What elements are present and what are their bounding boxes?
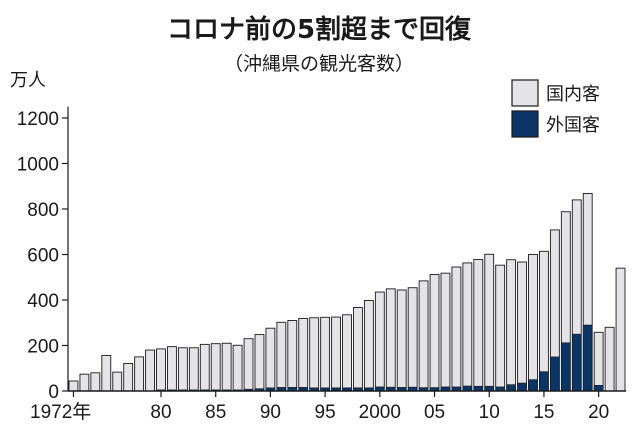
bar-domestic-2021 <box>604 326 615 392</box>
bar-foreign-2020 <box>593 385 604 392</box>
bar-domestic-2015 <box>539 250 549 392</box>
x-tick-label-1995: 95 <box>315 402 336 423</box>
bar-domestic-1975 <box>101 355 112 392</box>
bar-domestic-1998 <box>353 307 363 392</box>
x-tick-label-1990: 90 <box>260 402 281 423</box>
y-tick-label-1000: 1000 <box>17 155 59 176</box>
bar-foreign-2008 <box>462 385 473 392</box>
bar-domestic-2022 <box>615 267 626 392</box>
legend-swatch-domestic <box>511 79 539 107</box>
bar-domestic-1987 <box>232 344 243 392</box>
bar-domestic-1986 <box>221 342 232 392</box>
bar-domestic-1976 <box>112 371 123 392</box>
bar-domestic-1999 <box>363 300 374 392</box>
bar-domestic-1982 <box>177 347 188 392</box>
bar-domestic-2002 <box>396 289 407 392</box>
legend-swatch-foreign <box>511 110 539 138</box>
y-tick-label-800: 800 <box>27 200 59 221</box>
bar-foreign-2019 <box>582 324 593 392</box>
bar-domestic-1983 <box>188 347 199 392</box>
bar-domestic-1988 <box>243 338 254 392</box>
bar-domestic-2003 <box>407 287 418 392</box>
bar-domestic-1996 <box>331 316 341 392</box>
bar-domestic-2006 <box>440 272 451 392</box>
y-tick-label-200: 200 <box>27 337 59 358</box>
bar-domestic-2007 <box>451 266 462 392</box>
bar-domestic-2020 <box>593 331 604 392</box>
bar-domestic-2000 <box>374 291 385 392</box>
bar-domestic-1981 <box>167 346 177 392</box>
x-tick-label-2010: 10 <box>479 402 500 423</box>
legend-label-foreign: 外国客 <box>546 115 600 136</box>
x-tick-label-2000: 2000 <box>359 402 401 423</box>
bar-domestic-1995 <box>320 316 331 392</box>
bar-domestic-1994 <box>309 317 320 392</box>
legend-label-domestic: 国内客 <box>546 84 600 105</box>
y-tick-label-400: 400 <box>27 291 59 312</box>
bar-domestic-1989 <box>254 334 265 392</box>
bar-domestic-1991 <box>276 321 287 392</box>
bar-foreign-2010 <box>484 385 495 392</box>
bars <box>68 193 626 392</box>
bar-domestic-1974 <box>90 372 101 392</box>
bar-foreign-2013 <box>517 382 527 392</box>
x-tick-label-first: 1972年 <box>30 401 91 423</box>
bar-domestic-1973 <box>79 373 90 392</box>
bar-domestic-2010 <box>484 253 495 392</box>
bar-domestic-1980 <box>156 348 166 392</box>
bar-domestic-2011 <box>495 264 506 392</box>
bar-domestic-1997 <box>342 314 352 392</box>
bar-foreign-2015 <box>539 371 549 392</box>
x-tick-label-2005: 05 <box>424 402 445 423</box>
y-axis-unit-label: 万人 <box>10 70 46 91</box>
y-tick-label-0: 0 <box>48 382 59 403</box>
x-tick-label-2020: 20 <box>588 402 609 423</box>
bar-domestic-1977 <box>123 363 134 392</box>
y-axis: 0 200 400 600 800 1000 1200 <box>17 106 69 403</box>
bar-foreign-2016 <box>550 356 560 392</box>
bar-domestic-2014 <box>528 254 538 392</box>
bar-domestic-2001 <box>385 288 396 392</box>
x-axis: 1972年 80 85 90 95 2000 05 10 15 20 <box>30 390 626 423</box>
bar-domestic-1993 <box>298 317 309 392</box>
bar-domestic-2005 <box>429 274 440 392</box>
bar-foreign-2018 <box>571 333 582 392</box>
bar-domestic-1972 <box>68 380 79 392</box>
y-tick-label-600: 600 <box>27 246 59 267</box>
bar-foreign-2009 <box>473 385 484 392</box>
chart-title: コロナ前の5割超まで回復 <box>167 14 472 45</box>
bar-domestic-1979 <box>145 349 155 392</box>
bar-domestic-1984 <box>199 343 210 392</box>
bar-domestic-1978 <box>134 356 145 392</box>
x-tick-label-2015: 15 <box>533 402 554 423</box>
bar-domestic-2009 <box>473 259 484 392</box>
x-tick-label-1980: 80 <box>150 402 171 423</box>
bar-domestic-2012 <box>506 259 517 392</box>
bar-domestic-2004 <box>418 280 429 392</box>
y-tick-label-1200: 1200 <box>17 109 59 130</box>
bar-foreign-2014 <box>528 379 538 392</box>
bar-foreign-2017 <box>561 342 571 392</box>
legend: 国内客 外国客 <box>511 79 600 138</box>
bar-foreign-2012 <box>506 384 516 392</box>
x-tick-label-1985: 85 <box>205 402 226 423</box>
bar-domestic-1992 <box>287 320 298 392</box>
bar-domestic-2013 <box>517 261 527 392</box>
bar-domestic-2008 <box>462 262 473 392</box>
chart-subtitle: （沖縄県の観光客数） <box>224 53 414 75</box>
bar-domestic-1990 <box>265 327 276 392</box>
bar-domestic-1985 <box>210 343 221 392</box>
